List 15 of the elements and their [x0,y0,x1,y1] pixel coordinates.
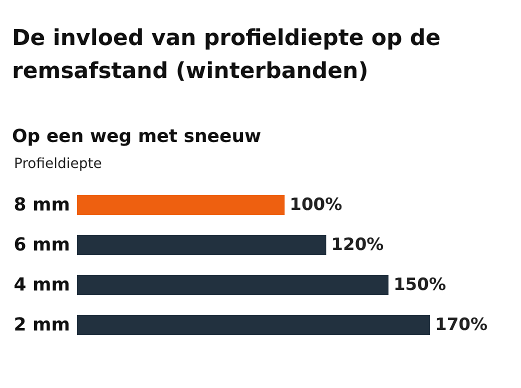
data-label: 120% [331,235,384,255]
chart-title: De invloed van profieldiepte op de remsafstand (winterbanden) [12,26,441,84]
data-label: 150% [393,275,446,295]
bar [77,195,285,215]
chart-subtitle: Op een weg met sneeuw [12,126,262,147]
y-tick-label: 2 mm [14,314,70,336]
bar [77,275,388,295]
y-tick-label: 4 mm [14,274,70,296]
y-axis-title: Profieldiepte [14,156,102,172]
y-tick-label: 8 mm [14,194,70,216]
data-label: 100% [290,195,342,215]
y-tick-label: 6 mm [14,234,70,256]
data-label: 170% [435,315,488,335]
bar [77,315,430,335]
bar [77,235,326,255]
